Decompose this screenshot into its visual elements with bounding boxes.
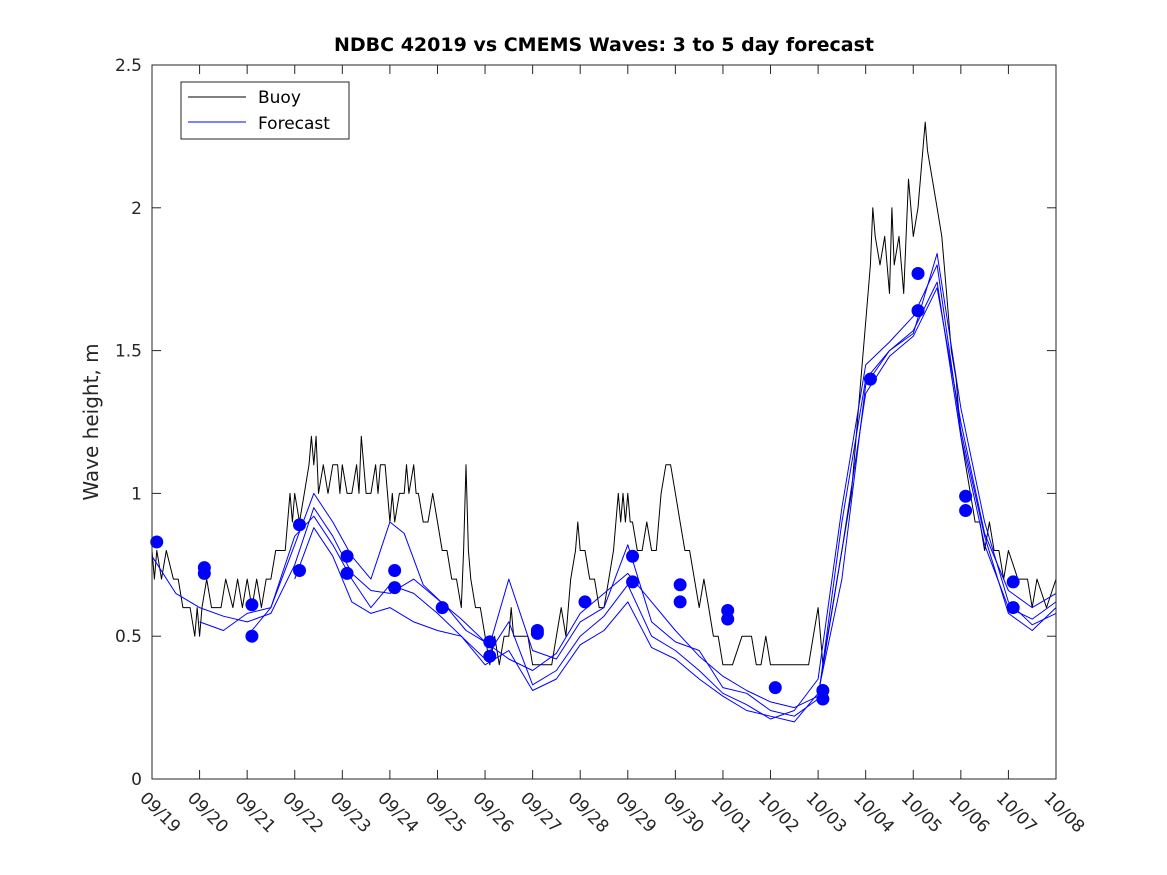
chart-title: NDBC 42019 vs CMEMS Waves: 3 to 5 day fo… — [334, 34, 874, 56]
x-tick-label: 10/06 — [944, 788, 993, 837]
x-tick-label: 09/24 — [373, 788, 422, 837]
x-tick-label: 10/04 — [849, 788, 898, 837]
x-tick-label: 10/05 — [897, 788, 946, 837]
buoy-series-line — [151, 121, 1057, 666]
forecast-marker — [340, 566, 354, 580]
legend-label-buoy: Buoy — [258, 88, 301, 108]
forecast-marker — [816, 692, 830, 706]
forecast-marker — [768, 681, 782, 695]
x-tick-label: 09/29 — [611, 788, 660, 837]
forecast-marker — [197, 566, 211, 580]
forecast-marker — [911, 304, 925, 318]
forecast-marker — [578, 595, 592, 609]
legend: Buoy Forecast — [180, 81, 350, 140]
forecast-marker — [150, 535, 164, 549]
forecast-series-line-1 — [151, 287, 1057, 709]
forecast-series-line-3 — [246, 264, 1057, 720]
forecast-marker — [483, 635, 497, 649]
forecast-marker — [959, 489, 973, 503]
forecast-marker — [388, 581, 402, 595]
y-tick-label: 1.5 — [115, 342, 142, 362]
y-tick-label: 2 — [131, 199, 142, 219]
forecast-marker — [292, 518, 306, 532]
forecast-marker — [673, 578, 687, 592]
x-tick-label: 09/21 — [231, 788, 280, 837]
x-tick-label: 09/20 — [183, 788, 232, 837]
forecast-marker — [959, 504, 973, 518]
forecast-marker — [483, 649, 497, 663]
y-tick-label: 0 — [131, 770, 142, 790]
x-tick-label: 10/02 — [754, 788, 803, 837]
forecast-marker — [721, 612, 735, 626]
forecast-marker — [435, 601, 449, 615]
x-tick-label: 09/26 — [469, 788, 518, 837]
x-tick-label: 09/23 — [326, 788, 375, 837]
y-tick-label: 2.5 — [115, 56, 142, 76]
x-tick-label: 09/28 — [564, 788, 613, 837]
forecast-series-line-2 — [199, 281, 1057, 717]
x-tick-label: 10/03 — [802, 788, 851, 837]
forecast-marker — [863, 372, 877, 386]
plot-frame — [151, 64, 1057, 780]
forecast-marker — [340, 549, 354, 563]
marker-layer — [150, 266, 1020, 706]
x-tick-label: 10/08 — [1039, 788, 1088, 837]
forecast-marker — [626, 549, 640, 563]
legend-box — [180, 81, 350, 140]
y-tick-label: 1 — [131, 484, 142, 504]
forecast-series-line-4 — [294, 253, 1057, 723]
forecast-marker — [245, 598, 259, 612]
y-axis-label: Wave height, m — [79, 343, 103, 500]
x-tick-label: 09/25 — [421, 788, 470, 837]
x-tick-label: 09/30 — [659, 788, 708, 837]
x-tick-label: 10/07 — [992, 788, 1041, 837]
x-tick-label: 09/22 — [278, 788, 327, 837]
forecast-marker — [292, 564, 306, 578]
forecast-marker — [530, 626, 544, 640]
x-tick-label: 10/01 — [706, 788, 755, 837]
axes-layer: 00.511.522.509/1909/2009/2109/2209/2309/… — [115, 56, 1088, 837]
forecast-marker — [1006, 575, 1020, 589]
y-tick-label: 0.5 — [115, 627, 142, 647]
forecast-marker — [245, 629, 259, 643]
forecast-marker — [626, 575, 640, 589]
x-tick-label: 09/19 — [135, 788, 184, 837]
series-layer — [151, 121, 1057, 723]
legend-label-forecast: Forecast — [258, 114, 330, 134]
forecast-marker — [388, 564, 402, 578]
forecast-marker — [911, 266, 925, 280]
forecast-marker — [673, 595, 687, 609]
forecast-marker — [1006, 601, 1020, 615]
x-tick-label: 09/27 — [516, 788, 565, 837]
